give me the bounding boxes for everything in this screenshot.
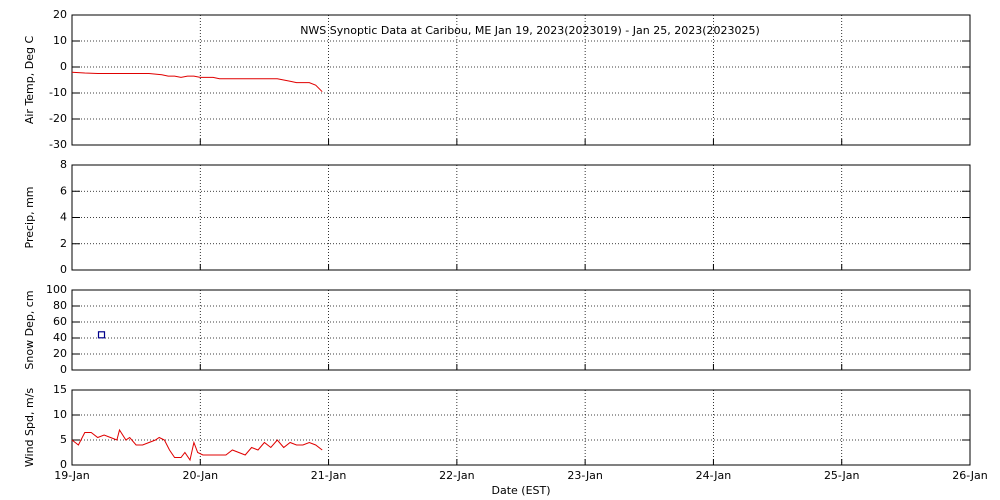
y-axis-label: Precip, mm [23, 187, 36, 249]
y-tick-label: 10 [53, 34, 67, 47]
plot-frame [71, 164, 971, 271]
y-tick-label: 80 [53, 299, 67, 312]
x-tick-label: 22-Jan [439, 469, 475, 482]
y-tick-label: -10 [49, 86, 67, 99]
y-tick-label: 0 [60, 363, 67, 376]
y-tick-label: 8 [60, 158, 67, 171]
chart-title: NWS Synoptic Data at Caribou, ME Jan 19,… [300, 24, 760, 37]
plot-frame [71, 389, 971, 466]
y-axis-label: Wind Spd, m/s [23, 388, 36, 468]
y-tick-label: 4 [60, 211, 67, 224]
x-tick-label: 26-Jan [952, 469, 988, 482]
data-point [97, 331, 106, 339]
x-tick-label: 21-Jan [311, 469, 347, 482]
y-tick-label: 60 [53, 315, 67, 328]
y-tick-label: 0 [60, 458, 67, 471]
y-tick-label: 0 [60, 60, 67, 73]
plot-frame [71, 289, 971, 371]
x-tick-label: 20-Jan [183, 469, 219, 482]
data-line [71, 428, 323, 462]
y-axis-label: Snow Dep, cm [23, 290, 36, 369]
y-tick-label: 40 [53, 331, 67, 344]
x-tick-label: 23-Jan [567, 469, 603, 482]
y-tick-label: 100 [46, 283, 67, 296]
y-tick-label: 6 [60, 184, 67, 197]
y-tick-label: -30 [49, 138, 67, 151]
y-tick-label: 20 [53, 8, 67, 21]
x-tick-label: 25-Jan [824, 469, 860, 482]
x-tick-label: 24-Jan [696, 469, 732, 482]
data-line [71, 71, 323, 93]
y-tick-label: 15 [53, 383, 67, 396]
plot-frame [71, 14, 971, 146]
y-tick-label: 5 [60, 433, 67, 446]
y-tick-label: 0 [60, 263, 67, 276]
y-axis-label: Air Temp, Deg C [23, 36, 36, 125]
y-tick-label: 2 [60, 237, 67, 250]
x-axis-label: Date (EST) [491, 484, 550, 497]
y-tick-label: 20 [53, 347, 67, 360]
y-tick-label: -20 [49, 112, 67, 125]
x-tick-label: 19-Jan [54, 469, 90, 482]
y-tick-label: 10 [53, 408, 67, 421]
